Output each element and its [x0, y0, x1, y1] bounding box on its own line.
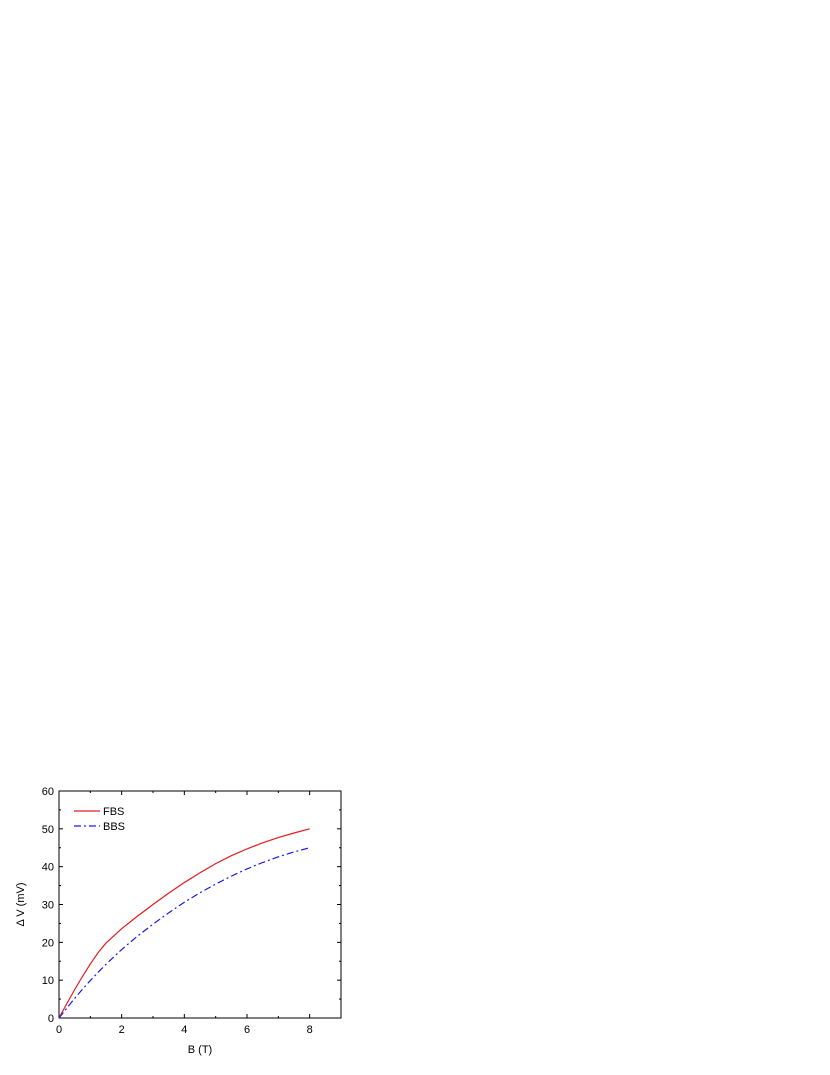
series-line-fbs — [58, 828, 310, 1019]
y-tick-label: 20 — [42, 937, 54, 949]
x-tick-label: 6 — [244, 1024, 250, 1036]
plot-area: 0 2 4 6 8 0 10 20 30 40 50 60 B (T) Δ V (mV) FBS BBS — [15, 786, 342, 1056]
legend-label-fbs: FBS — [103, 806, 124, 818]
x-axis-label: B (T) — [188, 1044, 212, 1056]
x-tick-label: 2 — [119, 1024, 125, 1036]
plot-frame — [58, 790, 342, 1019]
y-tick-label: 50 — [42, 824, 54, 836]
x-tick-label: 8 — [307, 1024, 313, 1036]
series-line-bbs — [58, 847, 310, 1019]
y-tick-label: 10 — [42, 975, 54, 987]
x-tick-label: 4 — [181, 1024, 187, 1036]
legend-label-bbs: BBS — [103, 821, 125, 833]
y-tick-label: 0 — [48, 1013, 54, 1025]
y-tick-label: 30 — [42, 900, 54, 912]
x-tick-label: 0 — [56, 1024, 62, 1036]
y-axis-label: Δ V (mV) — [15, 882, 27, 926]
y-tick-label: 40 — [42, 862, 54, 874]
y-tick-label: 60 — [42, 786, 54, 798]
